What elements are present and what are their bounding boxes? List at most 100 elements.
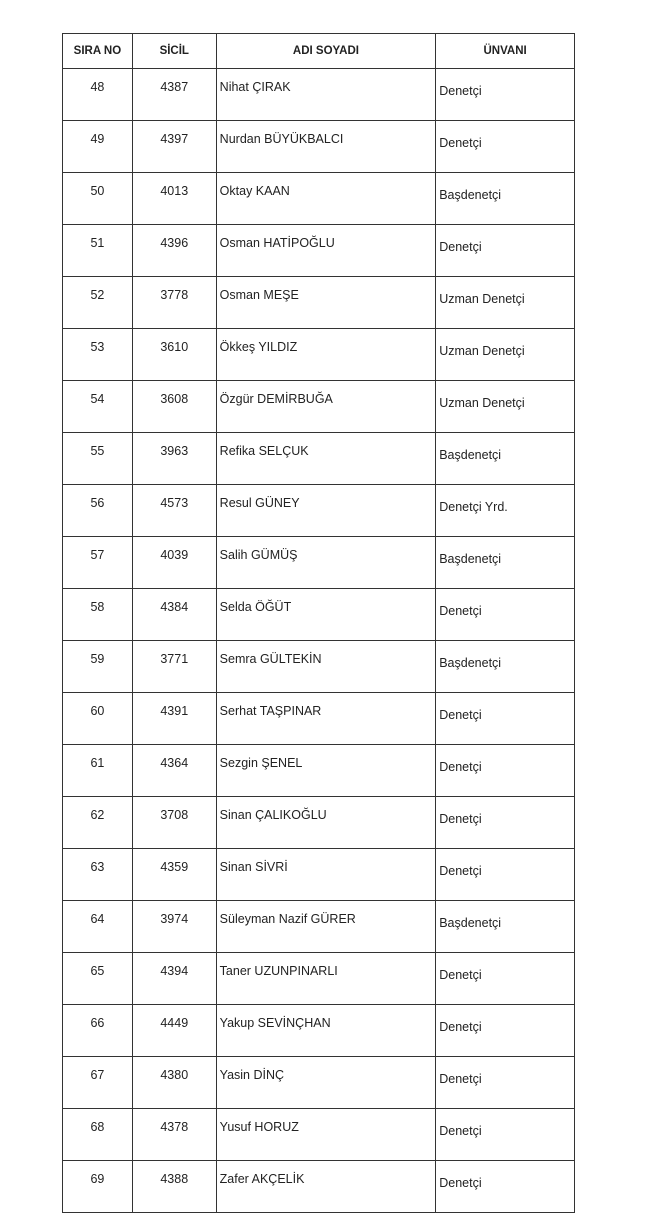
cell-sicil: 4380 [131, 1056, 217, 1109]
cell-sicil: 4396 [131, 224, 217, 277]
table-row: 59 3771 Semra GÜLTEKİN Başdenetçi [62, 640, 575, 693]
header-adi-soyadi: ADI SOYADI [215, 33, 437, 69]
table-row: 64 3974 Süleyman Nazif GÜRER Başdenetçi [62, 900, 575, 953]
cell-sira-no: 53 [62, 328, 133, 381]
cell-adi-soyadi: Salih GÜMÜŞ [215, 536, 437, 589]
cell-unvani: Başdenetçi [435, 432, 575, 485]
cell-sira-no: 50 [62, 172, 133, 225]
table-row: 69 4388 Zafer AKÇELİK Denetçi [62, 1160, 575, 1213]
header-sicil: SİCİL [131, 33, 217, 69]
cell-sira-no: 48 [62, 68, 133, 121]
table-row: 56 4573 Resul GÜNEY Denetçi Yrd. [62, 484, 575, 537]
cell-adi-soyadi: Selda ÖĞÜT [215, 588, 437, 641]
cell-sira-no: 64 [62, 900, 133, 953]
table-row: 52 3778 Osman MEŞE Uzman Denetçi [62, 276, 575, 329]
cell-adi-soyadi: Özgür DEMİRBUĞA [215, 380, 437, 433]
cell-sira-no: 69 [62, 1160, 133, 1213]
cell-sicil: 4359 [131, 848, 217, 901]
cell-unvani: Denetçi [435, 952, 575, 1005]
cell-unvani: Uzman Denetçi [435, 276, 575, 329]
cell-sicil: 4364 [131, 744, 217, 797]
cell-unvani: Denetçi [435, 588, 575, 641]
header-sira-no: SIRA NO [62, 33, 133, 69]
cell-unvani: Denetçi [435, 796, 575, 849]
cell-sicil: 4391 [131, 692, 217, 745]
table-row: 48 4387 Nihat ÇIRAK Denetçi [62, 68, 575, 121]
table-row: 58 4384 Selda ÖĞÜT Denetçi [62, 588, 575, 641]
cell-sira-no: 52 [62, 276, 133, 329]
header-unvani: ÜNVANI [435, 33, 575, 69]
table-row: 57 4039 Salih GÜMÜŞ Başdenetçi [62, 536, 575, 589]
cell-sira-no: 63 [62, 848, 133, 901]
cell-unvani: Denetçi [435, 1160, 575, 1213]
cell-adi-soyadi: Nihat ÇIRAK [215, 68, 437, 121]
cell-adi-soyadi: Zafer AKÇELİK [215, 1160, 437, 1213]
table-row: 65 4394 Taner UZUNPINARLI Denetçi [62, 952, 575, 1005]
cell-adi-soyadi: Osman HATİPOĞLU [215, 224, 437, 277]
cell-adi-soyadi: Sinan SİVRİ [215, 848, 437, 901]
cell-sicil: 4039 [131, 536, 217, 589]
cell-unvani: Başdenetçi [435, 640, 575, 693]
table-row: 51 4396 Osman HATİPOĞLU Denetçi [62, 224, 575, 277]
cell-sira-no: 51 [62, 224, 133, 277]
cell-sicil: 4388 [131, 1160, 217, 1213]
cell-sicil: 3974 [131, 900, 217, 953]
cell-sira-no: 49 [62, 120, 133, 173]
cell-adi-soyadi: Süleyman Nazif GÜRER [215, 900, 437, 953]
cell-unvani: Denetçi [435, 120, 575, 173]
cell-unvani: Denetçi [435, 68, 575, 121]
table-row: 68 4378 Yusuf HORUZ Denetçi [62, 1108, 575, 1161]
cell-sicil: 4394 [131, 952, 217, 1005]
cell-unvani: Denetçi [435, 848, 575, 901]
cell-sicil: 3708 [131, 796, 217, 849]
cell-adi-soyadi: Ökkeş YILDIZ [215, 328, 437, 381]
cell-adi-soyadi: Nurdan BÜYÜKBALCI [215, 120, 437, 173]
cell-sicil: 3778 [131, 276, 217, 329]
table-row: 54 3608 Özgür DEMİRBUĞA Uzman Denetçi [62, 380, 575, 433]
cell-sira-no: 54 [62, 380, 133, 433]
cell-sira-no: 61 [62, 744, 133, 797]
cell-adi-soyadi: Taner UZUNPINARLI [215, 952, 437, 1005]
table-row: 61 4364 Sezgin ŞENEL Denetçi [62, 744, 575, 797]
cell-adi-soyadi: Yusuf HORUZ [215, 1108, 437, 1161]
cell-adi-soyadi: Yakup SEVİNÇHAN [215, 1004, 437, 1057]
cell-adi-soyadi: Resul GÜNEY [215, 484, 437, 537]
cell-sicil: 4384 [131, 588, 217, 641]
table-row: 55 3963 Refika SELÇUK Başdenetçi [62, 432, 575, 485]
cell-adi-soyadi: Sezgin ŞENEL [215, 744, 437, 797]
cell-sira-no: 68 [62, 1108, 133, 1161]
cell-unvani: Denetçi [435, 224, 575, 277]
cell-sira-no: 66 [62, 1004, 133, 1057]
cell-sicil: 3771 [131, 640, 217, 693]
cell-sicil: 4397 [131, 120, 217, 173]
cell-unvani: Denetçi [435, 1056, 575, 1109]
table-row: 60 4391 Serhat TAŞPINAR Denetçi [62, 692, 575, 745]
cell-unvani: Başdenetçi [435, 172, 575, 225]
cell-sicil: 4378 [131, 1108, 217, 1161]
cell-sira-no: 59 [62, 640, 133, 693]
cell-unvani: Uzman Denetçi [435, 380, 575, 433]
table-row: 67 4380 Yasin DİNÇ Denetçi [62, 1056, 575, 1109]
cell-sira-no: 58 [62, 588, 133, 641]
table-row: 63 4359 Sinan SİVRİ Denetçi [62, 848, 575, 901]
cell-adi-soyadi: Refika SELÇUK [215, 432, 437, 485]
cell-unvani: Denetçi [435, 1108, 575, 1161]
cell-sira-no: 57 [62, 536, 133, 589]
cell-sira-no: 56 [62, 484, 133, 537]
cell-unvani: Başdenetçi [435, 900, 575, 953]
table-row: 66 4449 Yakup SEVİNÇHAN Denetçi [62, 1004, 575, 1057]
cell-sicil: 3963 [131, 432, 217, 485]
personnel-table: SIRA NO SİCİL ADI SOYADI ÜNVANI 48 4387 Ni… [62, 33, 575, 1213]
cell-adi-soyadi: Serhat TAŞPINAR [215, 692, 437, 745]
cell-unvani: Denetçi [435, 692, 575, 745]
cell-adi-soyadi: Yasin DİNÇ [215, 1056, 437, 1109]
cell-adi-soyadi: Oktay KAAN [215, 172, 437, 225]
table-row: 53 3610 Ökkeş YILDIZ Uzman Denetçi [62, 328, 575, 381]
cell-sicil: 4573 [131, 484, 217, 537]
table-row: 49 4397 Nurdan BÜYÜKBALCI Denetçi [62, 120, 575, 173]
cell-unvani: Başdenetçi [435, 536, 575, 589]
cell-adi-soyadi: Sinan ÇALIKOĞLU [215, 796, 437, 849]
cell-adi-soyadi: Osman MEŞE [215, 276, 437, 329]
cell-sicil: 3608 [131, 380, 217, 433]
table-row: 62 3708 Sinan ÇALIKOĞLU Denetçi [62, 796, 575, 849]
